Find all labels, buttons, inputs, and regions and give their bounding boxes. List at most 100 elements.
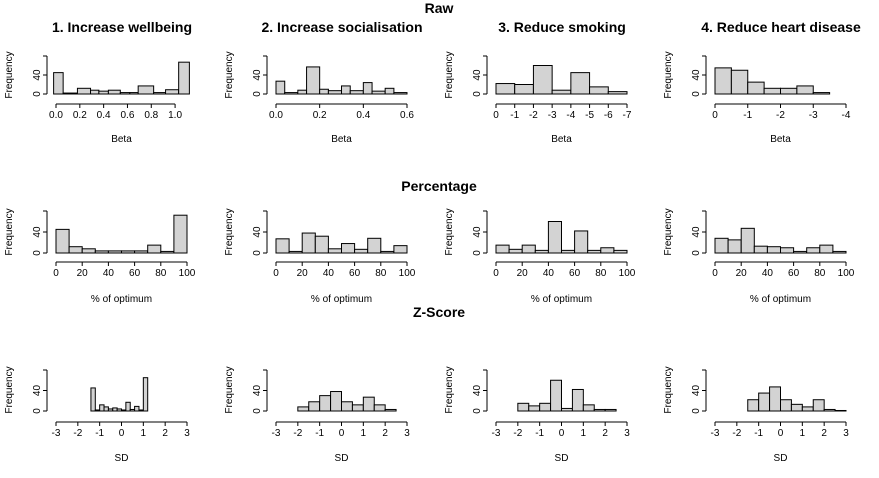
panel-r0-c0-bar-5 (107, 89, 121, 95)
panel-r2-c3: -3 -2 -1 0 1 2 3 0 40 SD Frequency (663, 366, 849, 464)
panel-r2-c3-bar-5 (801, 406, 814, 412)
panel-r1-c3-x-tick-label-0: 0 (712, 268, 718, 279)
panel-r0-c2-y-axis-label: Frequency (444, 51, 455, 98)
panel-r2-c0-bar-1 (94, 409, 101, 412)
panel-r1-c3-x-tick-label-60: 60 (788, 268, 800, 279)
panel-r0-c2-bar-3 (551, 89, 572, 95)
panel-r0-c1-bar-5 (327, 90, 342, 95)
panel-r0-c2-x-tick-label-6: -6 (604, 110, 613, 121)
panel-r2-c0-x-tick-label-1: 1 (141, 428, 147, 439)
panel-r0-c0-x-tick-label-0-6: 0.6 (121, 110, 135, 121)
panel-r1-c1-bar-4 (327, 248, 342, 254)
panel-r2-c2-y-tick-label-40: 40 (472, 385, 483, 397)
panel-r2-c1: -3 -2 -1 0 1 2 3 0 40 SD Frequency (224, 366, 410, 464)
panel-r1-c3-x-tick-label-80: 80 (814, 268, 826, 279)
panel-r2-c2-x-tick-label-2: 2 (602, 428, 608, 439)
panel-r2-c0-bar-7 (121, 409, 127, 412)
panel-r2-c2-y-axis-label: Frequency (444, 366, 455, 413)
panel-r1-c2-bar-9 (613, 249, 628, 254)
panel-r1-c3-bar-3 (753, 245, 768, 254)
panel-r1-c1-y-tick-label-40: 40 (252, 226, 263, 238)
panel-r1-c2-x-tick-label-20: 20 (517, 268, 529, 279)
panel-r1-c1: 0 20 40 60 80 100 0 40 % of optimum Frequency (224, 208, 416, 305)
panel-r1-c1-bar-0 (275, 238, 290, 254)
panel-r1-c0-bar-2 (81, 248, 96, 254)
panel-r1-c1-x-axis-label: % of optimum (311, 294, 372, 305)
panel-r1-c3-bar-6 (793, 250, 808, 254)
panel-r2-c2-x-tick-label-3: 3 (624, 428, 630, 439)
panel-r1-c1-x-tick-label-40: 40 (323, 268, 335, 279)
panel-r1-c1-x-tick-label-100: 100 (399, 268, 416, 279)
panel-r1-c3: 0 20 40 60 80 100 0 40 % of optimum Frequency (663, 208, 855, 305)
panel-r1-c0-bar-3 (94, 250, 109, 254)
panel-r2-c1-x-tick-label-3: 3 (404, 428, 410, 439)
panel-r1-c2-x-tick-label-80: 80 (595, 268, 607, 279)
panel-r0-c2-y-tick-label-40: 40 (472, 69, 483, 81)
panel-r1-c3-bar-8 (819, 244, 834, 254)
panel-r0-c0-y-tick-label-0: 0 (32, 91, 43, 97)
panel-r0-c0-x-tick-label-0-8: 0.8 (144, 110, 158, 121)
panel-r2-c0-x-tick-label-1: -1 (95, 428, 104, 439)
panel-r2-c0-x-tick-label-0: 0 (119, 428, 125, 439)
row-title-raw: Raw (425, 0, 454, 16)
panel-r0-c1-bar-7 (349, 90, 364, 95)
panel-r0-c0-x-tick-label-0-0: 0.0 (49, 110, 63, 121)
panel-r0-c1-x-tick-label-0-4: 0.4 (356, 110, 370, 121)
panel-r1-c3-x-tick-label-20: 20 (736, 268, 748, 279)
panel-r1-c3-y-tick-label-0: 0 (691, 250, 702, 256)
panel-r0-c0-y-tick-label-40: 40 (32, 69, 43, 81)
panel-r2-c0-bar-10 (134, 405, 140, 412)
panel-r2-c0-bar-8 (125, 401, 131, 412)
panel-r0-c3-bar-2 (747, 81, 765, 95)
panel-r1-c3-bar-4 (766, 246, 782, 254)
panel-r0-c1-bar-11 (393, 92, 408, 95)
panel-r0-c0-bar-10 (165, 89, 180, 95)
panel-r2-c1-bar-1 (308, 401, 321, 412)
panel-r2-c2-bar-7 (593, 408, 606, 412)
panel-r2-c1-x-tick-label-2: -2 (293, 428, 302, 439)
panel-r2-c0-bar-3 (103, 406, 109, 412)
panel-r2-c3-bar-4 (790, 403, 803, 412)
panel-r2-c1-x-tick-label-1: 1 (361, 428, 367, 439)
panel-r2-c2-bar-5 (571, 388, 584, 412)
panel-r1-c2-y-tick-label-40: 40 (472, 226, 483, 238)
panel-r0-c2-bar-1 (514, 84, 534, 95)
panel-r0-c2: 0 -1 -2 -3 -4 -5 -6 -7 0 40 Beta Frequency (444, 51, 632, 145)
panel-r2-c1-y-axis-label: Frequency (224, 366, 235, 413)
panel-r1-c1-bar-7 (367, 237, 382, 254)
panel-r1-c0-y-tick-label-40: 40 (32, 226, 43, 238)
panel-r0-c1-x-axis-label: Beta (331, 134, 352, 145)
panel-r2-c3-bar-7 (823, 408, 836, 412)
panel-r2-c3-y-axis-label: Frequency (663, 366, 674, 413)
panel-r1-c2-bar-8 (600, 247, 615, 254)
panel-r1-c1-bar-5 (341, 243, 356, 254)
panel-r2-c0-bar-12 (142, 377, 149, 412)
panel-r0-c2-x-tick-label-4: -4 (566, 110, 575, 121)
panel-r0-c2-x-tick-label-0: 0 (493, 110, 499, 121)
panel-r1-c1-x-tick-label-80: 80 (375, 268, 387, 279)
panel-r2-c0-bar-4 (107, 408, 114, 412)
panel-r0-c3-y-axis-label: Frequency (663, 51, 674, 98)
panel-r1-c1-bar-1 (288, 250, 303, 254)
panel-r0-c0-bar-0 (53, 72, 64, 95)
panel-r1-c0-x-tick-label-60: 60 (129, 268, 141, 279)
panel-r1-c3-x-axis-label: % of optimum (750, 294, 811, 305)
panel-r1-c0: 0 20 40 60 80 100 0 40 % of optimum Frequency (4, 208, 196, 305)
panel-r1-c1-bar-9 (393, 245, 408, 254)
panel-r1-c2-bar-7 (587, 249, 602, 254)
panel-r1-c2-x-tick-label-40: 40 (543, 268, 555, 279)
panel-r1-c2-bar-4 (547, 221, 563, 254)
column-title-reduce-smoking: 3. Reduce smoking (498, 19, 626, 35)
panel-r2-c2-x-tick-label-1: -1 (535, 428, 544, 439)
panel-r2-c1-bar-3 (330, 391, 343, 412)
panel-r0-c1-x-tick-label-0-2: 0.2 (313, 110, 327, 121)
panel-r2-c1-y-tick-label-0: 0 (252, 408, 263, 414)
panel-r0-c1-y-axis-label: Frequency (224, 51, 235, 98)
panel-r1-c0-x-tick-label-0: 0 (53, 268, 59, 279)
panel-r0-c0-x-axis-label: Beta (111, 134, 132, 145)
panel-r2-c1-bar-6 (362, 396, 375, 412)
panel-r1-c2-x-tick-label-100: 100 (619, 268, 636, 279)
panel-r2-c2-bar-6 (582, 404, 595, 412)
panel-r2-c3-bar-0 (747, 399, 760, 412)
panel-r1-c0-bar-7 (147, 244, 162, 254)
